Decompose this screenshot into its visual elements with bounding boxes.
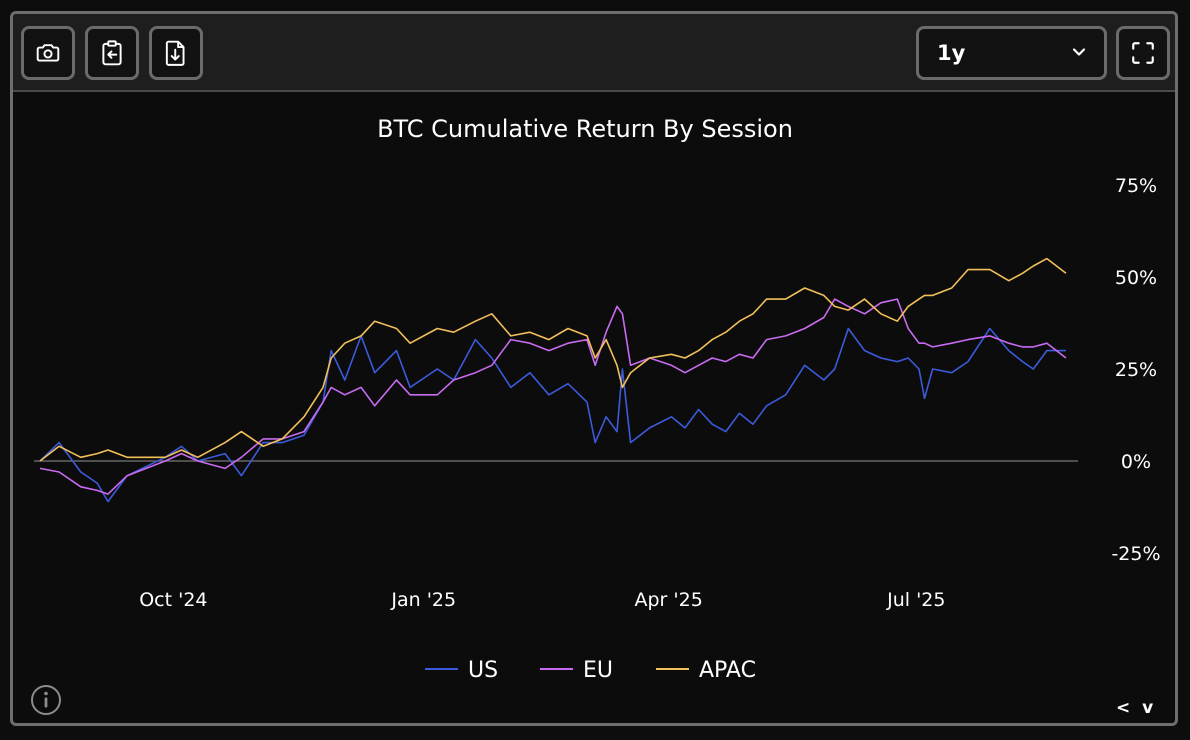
legend-item-eu[interactable]: EU	[540, 658, 613, 683]
x-tick-label: Jan '25	[390, 589, 456, 611]
legend-label: US	[468, 658, 498, 683]
chevron-down-icon	[1072, 48, 1086, 56]
series-line-us	[39, 327, 1066, 503]
chart-area: BTC Cumulative Return By Session 75% 50% 2…	[34, 115, 1161, 683]
legend-label: EU	[583, 658, 613, 683]
series-line-eu	[39, 298, 1067, 495]
chart-panel: 1y BTC Cumulative Return By Session 75% 5…	[10, 11, 1178, 726]
y-tick-label: 50%	[1115, 267, 1157, 289]
camera-icon	[36, 44, 60, 62]
y-tick-label: 75%	[1115, 175, 1157, 197]
range-select[interactable]: 1y	[916, 26, 1107, 80]
fullscreen-icon	[1132, 42, 1154, 64]
range-select-value: 1y	[937, 41, 966, 65]
legend-item-us[interactable]: US	[425, 658, 498, 683]
y-tick-label: -25%	[1111, 543, 1160, 565]
chart-title: BTC Cumulative Return By Session	[377, 115, 793, 143]
fullscreen-button[interactable]	[1116, 26, 1170, 80]
info-icon[interactable]	[30, 684, 62, 716]
y-tick-label: 0%	[1121, 451, 1151, 473]
series-line-apac	[39, 257, 1067, 462]
legend-item-apac[interactable]: APAC	[656, 658, 756, 683]
y-tick-label: 25%	[1115, 359, 1157, 381]
copy-to-clipboard-button[interactable]	[85, 26, 139, 80]
y-axis: 75% 50% 25% 0% -25%	[1111, 175, 1160, 565]
x-tick-label: Oct '24	[139, 589, 207, 611]
chart-nav-arrows[interactable]: < v >	[1116, 698, 1157, 723]
chart-toolbar: 1y	[13, 14, 1175, 92]
legend: US EU APAC	[425, 658, 756, 683]
legend-label: APAC	[699, 658, 756, 683]
file-download-icon	[165, 40, 185, 66]
clipboard-export-icon	[102, 40, 122, 66]
series-lines	[39, 257, 1067, 503]
x-tick-label: Apr '25	[635, 589, 703, 611]
download-button[interactable]	[149, 26, 203, 80]
x-tick-label: Jul '25	[886, 589, 945, 611]
screenshot-button[interactable]	[21, 26, 75, 80]
x-axis: Oct '24 Jan '25 Apr '25 Jul '25	[139, 589, 945, 611]
